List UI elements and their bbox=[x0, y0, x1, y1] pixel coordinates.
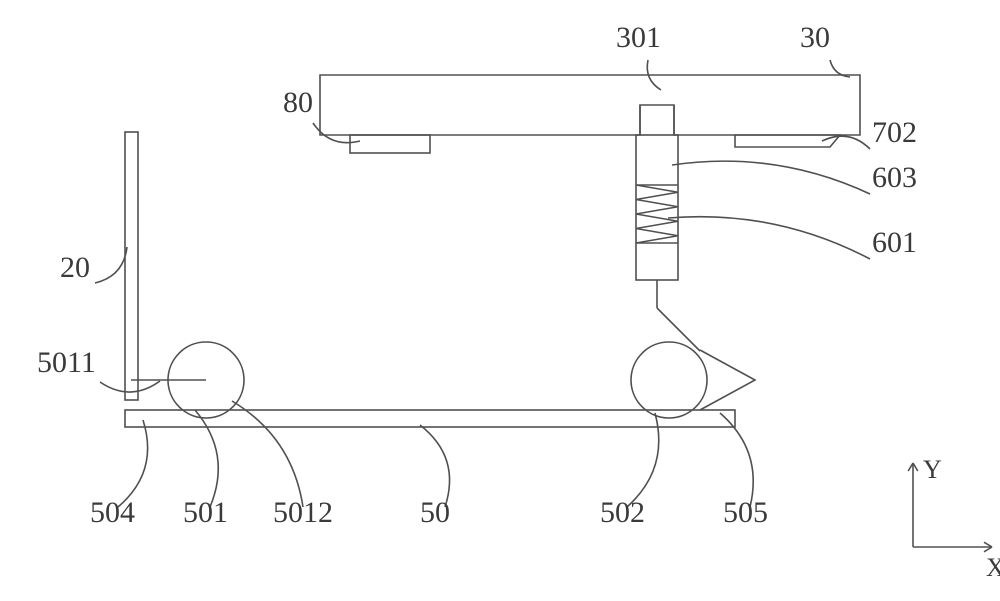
label-501: 501 bbox=[183, 496, 228, 530]
label-504: 504 bbox=[90, 496, 135, 530]
label-5011: 5011 bbox=[37, 346, 96, 380]
label-5012: 5012 bbox=[273, 496, 333, 530]
label-301: 301 bbox=[616, 21, 661, 55]
label-20: 20 bbox=[60, 251, 90, 285]
label-505: 505 bbox=[723, 496, 768, 530]
label-601: 601 bbox=[872, 226, 917, 260]
label-80: 80 bbox=[283, 86, 313, 120]
label-502: 502 bbox=[600, 496, 645, 530]
label-702: 702 bbox=[872, 116, 917, 150]
axis-y-label: Y bbox=[923, 455, 942, 485]
label-30: 30 bbox=[800, 21, 830, 55]
engineering-diagram bbox=[0, 0, 1000, 601]
label-603: 603 bbox=[872, 161, 917, 195]
axis-x-label: X bbox=[986, 553, 1000, 583]
label-50: 50 bbox=[420, 496, 450, 530]
